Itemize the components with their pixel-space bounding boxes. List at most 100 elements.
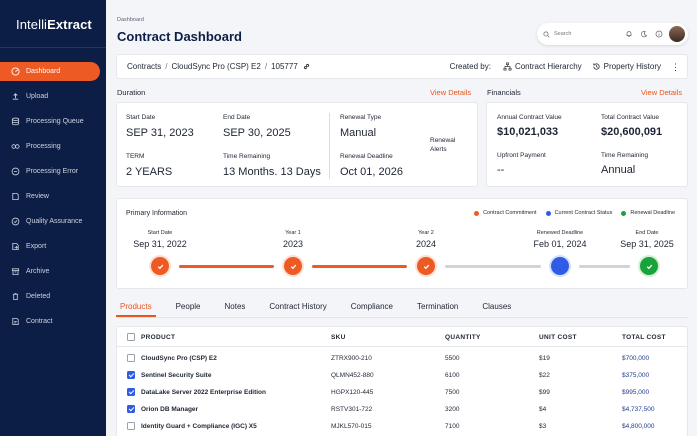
sidebar-item-label: Archive (26, 268, 50, 275)
select-all-checkbox[interactable] (127, 333, 135, 341)
breadcrumb[interactable]: Dashboard (117, 17, 144, 23)
column-header-quantity[interactable]: QUANTITY (445, 334, 481, 341)
column-header-product[interactable]: PRODUCT (141, 334, 176, 341)
table-row[interactable]: DataLake Server 2022 Enterprise Edition … (117, 384, 689, 401)
tab-termination[interactable]: Termination (417, 302, 459, 311)
tab-clauses[interactable]: Clauses (482, 302, 512, 311)
row-checkbox[interactable] (127, 405, 135, 413)
link-icon[interactable] (302, 62, 311, 71)
primary-information-card: Primary Information Contract Commitment … (116, 198, 688, 289)
product-total-cost: $995,000 (622, 389, 650, 396)
sidebar-item-upload[interactable]: Upload (0, 87, 106, 106)
column-header-sku[interactable]: SKU (331, 334, 346, 341)
product-total-cost: $4,800,000 (622, 423, 655, 430)
legend-renewal-deadline: Renewal Deadline (621, 210, 675, 216)
bell-icon[interactable] (624, 29, 633, 38)
contract-path-name[interactable]: CloudSync Pro (CSP) E2 (171, 62, 261, 71)
table-row[interactable]: Orion DB Manager RSTV301-722 3200 $4 $4,… (117, 401, 689, 418)
info-icon[interactable] (654, 29, 663, 38)
milestone-node-start[interactable] (151, 257, 169, 275)
trash-icon (11, 292, 20, 301)
tab-contract-history[interactable]: Contract History (269, 302, 327, 311)
tab-products[interactable]: Products (116, 298, 156, 317)
product-quantity: 3200 (445, 406, 460, 413)
contract-path-contracts[interactable]: Contracts (127, 62, 162, 71)
row-checkbox[interactable] (127, 422, 135, 430)
error-icon (11, 167, 20, 176)
sidebar-item-export[interactable]: Export (0, 237, 106, 256)
sidebar-item-review[interactable]: Review (0, 187, 106, 206)
duration-card: Start Date SEP 31, 2023 End Date SEP 30,… (116, 102, 478, 187)
app-logo[interactable]: IntelliExtract (16, 17, 92, 32)
milestone-date: Feb 01, 2024 (533, 239, 587, 249)
sidebar-item-dashboard[interactable]: Dashboard (0, 62, 100, 81)
timeline-segment-commitment (179, 265, 274, 268)
search-input[interactable] (554, 31, 609, 37)
column-header-unit-cost[interactable]: UNIT COST (539, 334, 577, 341)
sidebar-item-label: Processing Queue (26, 118, 84, 125)
table-row[interactable]: Identity Guard + Compliance (IGC) X5 MJK… (117, 418, 689, 435)
check-icon (157, 264, 163, 269)
financial-time-remaining-value: Annual (601, 164, 636, 176)
product-total-cost: $4,737,500 (622, 406, 655, 413)
sidebar-item-label: Dashboard (26, 68, 61, 75)
row-checkbox[interactable] (127, 371, 135, 379)
milestone-label: Year 2 (418, 230, 434, 236)
financials-view-details-link[interactable]: View Details (641, 88, 683, 97)
timeline-segment-pending (445, 265, 541, 268)
sidebar-item-label: Upload (26, 93, 49, 100)
moon-icon[interactable] (639, 29, 648, 38)
milestone-date: 2024 (415, 239, 437, 249)
product-name: DataLake Server 2022 Enterprise Edition (141, 389, 267, 396)
contract-path-id: 105777 (271, 62, 298, 71)
avatar[interactable] (669, 26, 685, 42)
product-sku: ZTRX900-210 (331, 355, 372, 362)
sidebar-item-quality-assurance[interactable]: Quality Assurance (0, 212, 106, 231)
milestone-label: Renewed Deadline (536, 230, 584, 236)
tab-people[interactable]: People (175, 302, 201, 311)
annual-contract-value-label: Annual Contract Value (497, 114, 562, 121)
more-options-icon[interactable]: ⋮ (671, 61, 680, 72)
contract-actions: Created by: Contract Hierarchy Property … (450, 61, 680, 72)
milestone-node-current[interactable] (551, 257, 569, 275)
table-row[interactable]: CloudSync Pro (CSP) E2 ZTRX900-210 5500 … (117, 350, 689, 367)
row-checkbox[interactable] (127, 354, 135, 362)
sidebar-item-processing-error[interactable]: Processing Error (0, 162, 106, 181)
contract-hierarchy-button[interactable]: Contract Hierarchy (503, 62, 582, 71)
product-unit-cost: $22 (539, 372, 550, 379)
product-quantity: 7500 (445, 389, 460, 396)
upload-icon (11, 92, 20, 101)
sidebar-item-contract[interactable]: Contract (0, 312, 106, 331)
dashboard-icon (11, 67, 20, 76)
product-sku: MJKL570-015 (331, 423, 372, 430)
duration-view-details-link[interactable]: View Details (430, 88, 472, 97)
property-history-button[interactable]: Property History (592, 62, 661, 71)
column-header-total-cost[interactable]: TOTAL COST (622, 334, 666, 341)
duration-divider (329, 113, 330, 179)
end-date-label: End Date (223, 114, 251, 121)
search-box[interactable] (543, 27, 613, 41)
table-row[interactable]: Sentinel Security Suite QLMN452-880 6100… (117, 367, 689, 384)
check-icon (646, 264, 652, 269)
milestone-node-year-1[interactable] (284, 257, 302, 275)
sidebar-item-deleted[interactable]: Deleted (0, 287, 106, 306)
tab-notes[interactable]: Notes (224, 302, 246, 311)
milestone-node-year-2[interactable] (417, 257, 435, 275)
milestone-date: Sep 31, 2022 (133, 239, 187, 249)
page-title: Contract Dashboard (117, 29, 242, 44)
row-checkbox[interactable] (127, 388, 135, 396)
sidebar-item-processing-queue[interactable]: Processing Queue (0, 112, 106, 131)
product-name: Sentinel Security Suite (141, 372, 212, 379)
milestone-label: Year 1 (285, 230, 301, 236)
sidebar-item-label: Review (26, 193, 49, 200)
sidebar-item-archive[interactable]: Archive (0, 262, 106, 281)
financial-time-remaining-label: Time Remaining (601, 152, 649, 159)
sidebar-item-processing[interactable]: Processing (0, 137, 106, 156)
milestone-node-end[interactable] (640, 257, 658, 275)
review-icon (11, 192, 20, 201)
milestone-date: 2023 (282, 239, 304, 249)
sidebar-item-label: Quality Assurance (26, 218, 83, 225)
tab-compliance[interactable]: Compliance (350, 302, 394, 311)
sidebar-item-label: Processing (26, 143, 61, 150)
product-quantity: 5500 (445, 355, 460, 362)
